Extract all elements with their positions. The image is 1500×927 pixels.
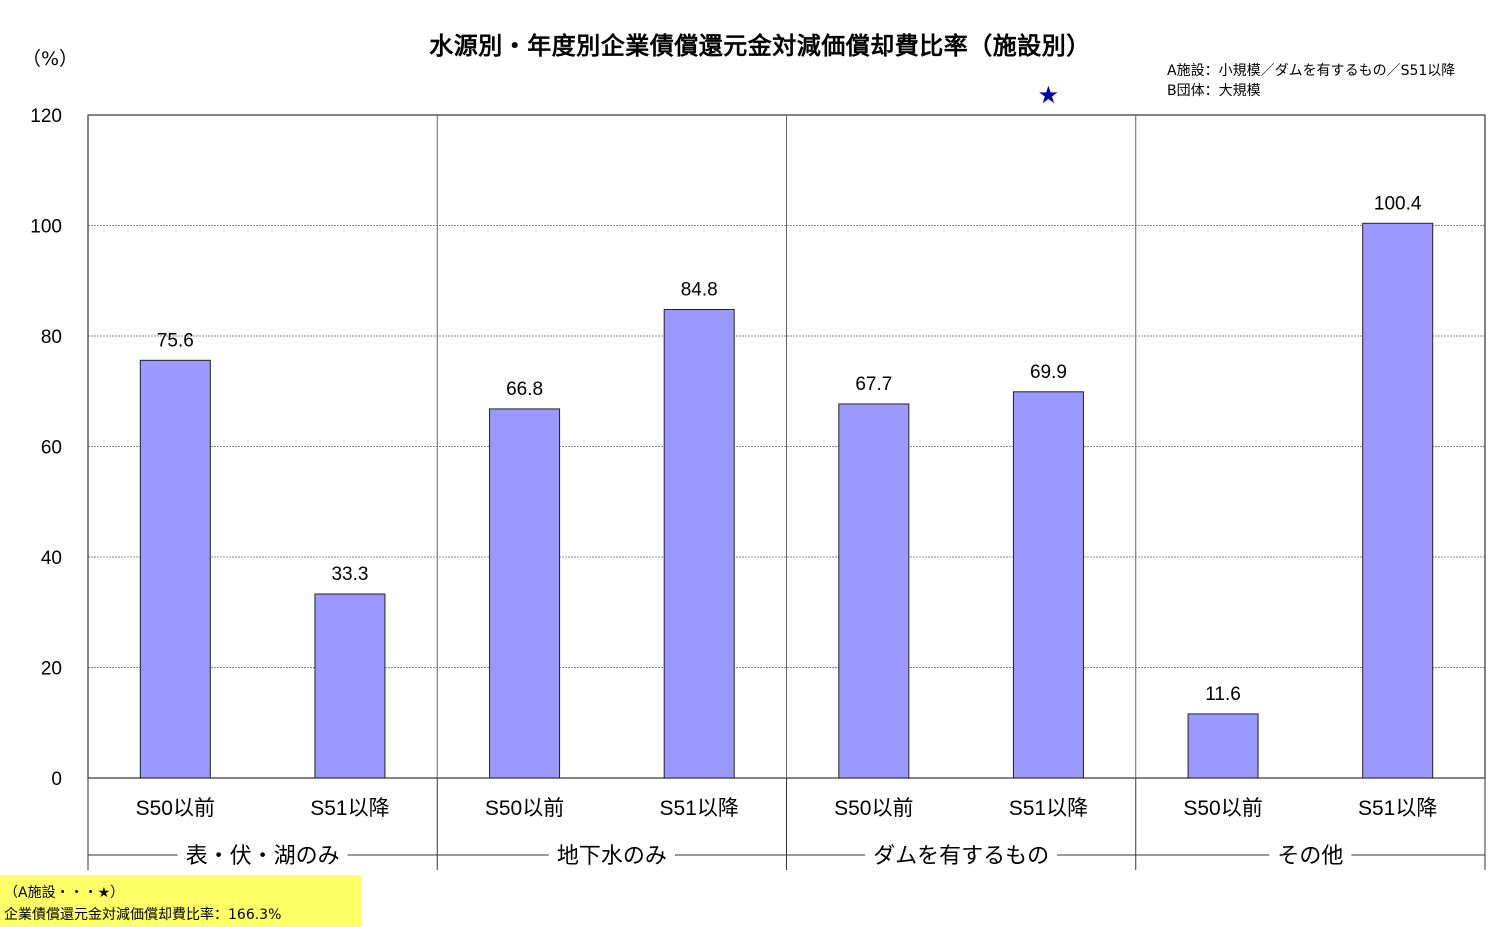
- group-label-backing: [548, 842, 675, 868]
- y-tick-label: 0: [51, 769, 62, 790]
- data-label: 84.8: [681, 279, 718, 300]
- y-tick-label: 20: [41, 659, 62, 680]
- x-tick-label: S50以前: [834, 797, 913, 820]
- y-tick-label: 40: [41, 548, 62, 569]
- bar: [1012, 391, 1084, 779]
- x-tick-label: S50以前: [485, 797, 564, 820]
- y-tick-label: 100: [30, 217, 62, 238]
- x-tick-label: S50以前: [136, 797, 215, 820]
- data-label: 100.4: [1374, 193, 1422, 214]
- data-label: 75.6: [157, 330, 194, 351]
- bar: [1187, 713, 1259, 779]
- group-label-backing: [1269, 842, 1352, 868]
- y-axis-unit-label: （%）: [22, 48, 79, 70]
- y-tick-label: 80: [41, 327, 62, 348]
- bar: [139, 359, 211, 779]
- footnote-line-1: （A施設・・・★）: [4, 885, 125, 901]
- bar: [838, 403, 910, 779]
- x-tick-label: S51以降: [310, 797, 389, 820]
- group-label: 表・伏・湖のみ: [186, 843, 340, 868]
- star-marker-icon: ★: [1038, 81, 1060, 109]
- chart-title: 水源別・年度別企業債償還元金対減価償却費比率（施設別）: [429, 32, 1091, 60]
- group-label: ダムを有するもの: [873, 843, 1049, 868]
- data-label: 67.7: [855, 374, 892, 395]
- footnote-box: （A施設・・・★） 企業債償還元金対減価償却費比率：166.3%: [0, 875, 361, 927]
- annotation-a-facility: A施設：小規模／ダムを有するもの／S51以降: [1167, 63, 1456, 79]
- bar: [663, 308, 735, 779]
- bar: [314, 593, 386, 779]
- annotation-b-organization: B団体：大規模: [1167, 83, 1261, 99]
- x-tick-label: S51以降: [660, 797, 739, 820]
- x-tick-label: S50以前: [1183, 797, 1262, 820]
- group-label: 地下水のみ: [557, 843, 667, 868]
- group-label: その他: [1277, 843, 1343, 868]
- data-label: 66.8: [506, 379, 543, 400]
- x-tick-label: S51以降: [1009, 797, 1088, 820]
- bar: [1362, 222, 1434, 779]
- y-tick-label: 120: [30, 106, 62, 127]
- bar: [489, 408, 561, 779]
- footnote-line-2: 企業債償還元金対減価償却費比率：166.3%: [4, 907, 282, 923]
- x-tick-label: S51以降: [1358, 797, 1437, 820]
- data-label: 11.6: [1205, 684, 1241, 705]
- group-label-backing: [177, 842, 348, 868]
- data-label: 33.3: [331, 564, 368, 585]
- data-label: 69.9: [1030, 362, 1067, 383]
- group-label-backing: [865, 842, 1058, 868]
- y-tick-label: 60: [41, 438, 62, 459]
